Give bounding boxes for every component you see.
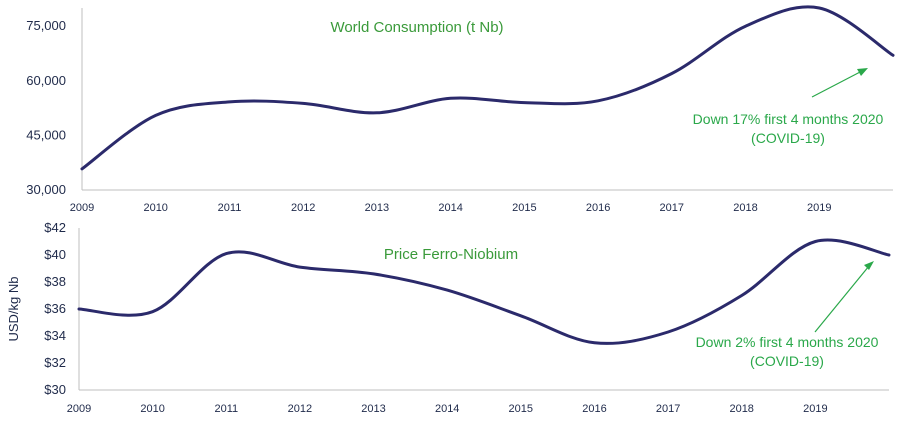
price-y-tick-label: $36	[44, 301, 66, 316]
consumption-annotation-line1: Down 17% first 4 months 2020	[693, 111, 884, 127]
consumption-arrowhead	[857, 68, 868, 76]
price-x-tick-label: 2014	[435, 403, 459, 415]
consumption-x-tick-label: 2017	[660, 202, 684, 214]
price-arrowhead	[864, 261, 874, 270]
consumption-x-tick-label: 2010	[143, 202, 167, 214]
price-y-ticks: $30 $32 $34 $36 $38 $40 $42	[44, 220, 66, 397]
price-y-tick-label: $38	[44, 274, 66, 289]
price-y-tick-label: $32	[44, 355, 66, 370]
consumption-x-tick-label: 2015	[512, 202, 536, 214]
consumption-y-tick-label: 60,000	[26, 73, 66, 88]
price-annotation-arrow	[814, 265, 870, 333]
consumption-y-tick-label: 45,000	[26, 127, 66, 142]
price-y-tick-label: $30	[44, 382, 66, 397]
consumption-x-tick-label: 2019	[807, 202, 831, 214]
price-x-ticks: 2009 2010 2011 2012 2013 2014 2015 2016 2017 2018…	[67, 403, 828, 415]
consumption-title: World Consumption (t Nb)	[330, 19, 503, 36]
consumption-y-ticks: 30,000 45,000 60,000 75,000	[26, 18, 66, 197]
price-series-line	[77, 238, 891, 345]
price-x-tick-label: 2012	[288, 403, 312, 415]
price-annotation-line2: (COVID-19)	[750, 353, 824, 369]
consumption-x-tick-label: 2016	[586, 202, 610, 214]
consumption-y-tick-label: 30,000	[26, 182, 66, 197]
price-x-tick-label: 2009	[67, 403, 91, 415]
consumption-x-tick-label: 2009	[70, 202, 94, 214]
price-y-tick-label: $42	[44, 220, 66, 235]
price-x-tick-label: 2018	[729, 403, 753, 415]
price-y-tick-label: $40	[44, 247, 66, 262]
consumption-x-tick-label: 2012	[291, 202, 315, 214]
consumption-y-tick-label: 75,000	[26, 18, 66, 33]
price-x-tick-label: 2019	[803, 403, 827, 415]
price-panel: $30$32$34$36$38$40$42 2009 2010 2011 2012 20…	[6, 220, 891, 415]
price-y-axis-label: USD/kg Nb	[6, 276, 21, 341]
price-annotation-line1: Down 2% first 4 months 2020	[696, 334, 879, 350]
price-x-tick-label: 2011	[214, 403, 238, 415]
price-x-tick-label: 2017	[656, 403, 680, 415]
consumption-annotation-line2: (COVID-19)	[751, 130, 825, 146]
price-title: Price Ferro-Niobium	[384, 246, 518, 263]
consumption-x-tick-label: 2011	[218, 202, 242, 214]
consumption-series-line	[80, 5, 895, 171]
consumption-x-tick-label: 2014	[438, 202, 462, 214]
consumption-panel: 30,000 45,000 60,000 75,000 2009 2010 2011 201…	[26, 5, 895, 214]
price-x-tick-label: 2013	[361, 403, 385, 415]
price-x-tick-label: 2010	[140, 403, 164, 415]
consumption-x-ticks: 2009 2010 2011 2012 2013 2014 2015 2016 2017 2018…	[70, 202, 832, 214]
price-y-tick-label: $34	[44, 328, 66, 343]
consumption-x-tick-label: 2013	[365, 202, 389, 214]
price-x-tick-label: 2015	[509, 403, 533, 415]
price-x-tick-label: 2016	[582, 403, 606, 415]
consumption-x-tick-label: 2018	[733, 202, 757, 214]
consumption-annotation-arrow	[811, 70, 863, 98]
